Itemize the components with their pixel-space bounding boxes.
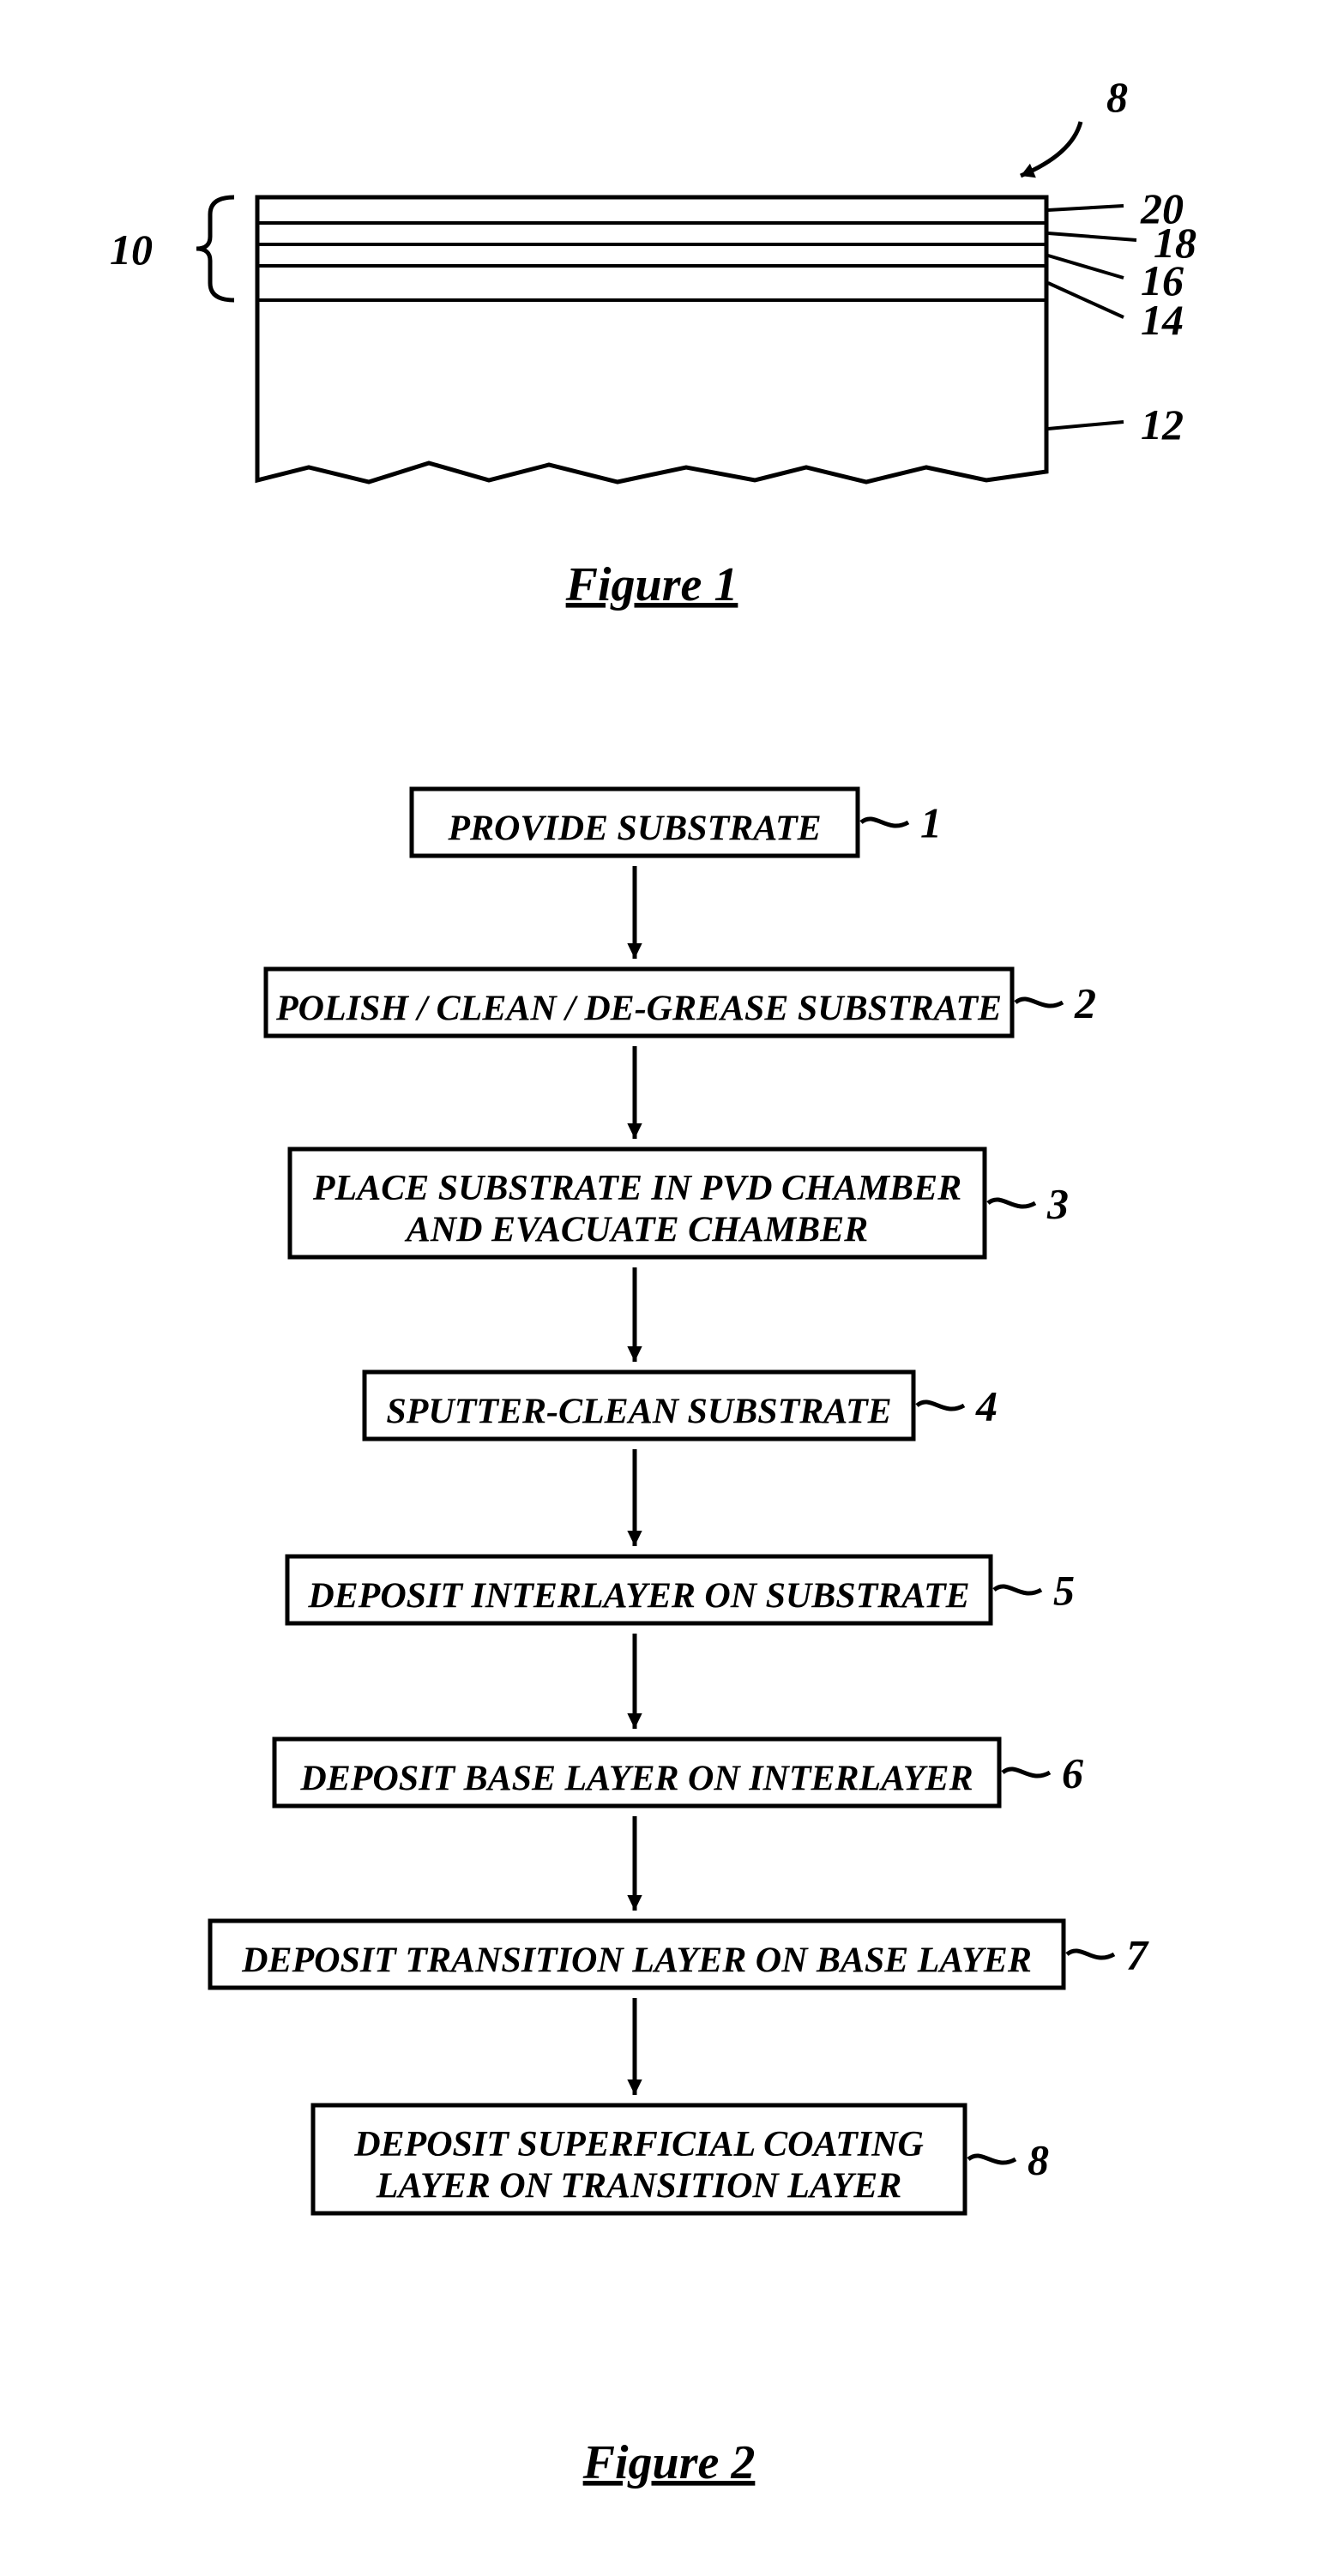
tilde-connector [1003, 1769, 1050, 1776]
lead-line [1048, 256, 1124, 278]
flow-step-number: 1 [920, 799, 942, 847]
flow-step-number: 6 [1062, 1749, 1083, 1797]
tilde-connector [1067, 1951, 1114, 1958]
figure-2: PROVIDE SUBSTRATE 1 POLISH / CLEAN / DE-GR… [210, 789, 1149, 2489]
lead-line [1048, 233, 1136, 240]
bracket [196, 197, 234, 300]
flow-step-number: 4 [975, 1382, 997, 1430]
flow-step-text: POLISH / CLEAN / DE-GREASE SUBSTRATE [275, 989, 1002, 1028]
figure-2-caption: Figure 2 [582, 2436, 756, 2489]
flow-step-text: LAYER ON TRANSITION LAYER [376, 2166, 902, 2206]
tilde-connector [917, 1402, 964, 1409]
tilde-connector [988, 1200, 1035, 1207]
flow-step: DEPOSIT INTERLAYER ON SUBSTRATE 5 [287, 1556, 1075, 1623]
flow-step-text: PROVIDE SUBSTRATE [447, 809, 821, 848]
flow-step-text: DEPOSIT SUPERFICIAL COATING [353, 2125, 924, 2164]
flow-step-number: 7 [1126, 1931, 1149, 1979]
layer-ref-label: 14 [1141, 296, 1184, 344]
bracket-label: 10 [110, 226, 153, 274]
flow-step-text: DEPOSIT TRANSITION LAYER ON BASE LAYER [241, 1941, 1032, 1980]
lead-line [1048, 422, 1124, 429]
figure-1: 2018161412108Figure 1 [110, 73, 1196, 611]
tilde-connector [968, 2156, 1016, 2163]
flow-step-text: SPUTTER-CLEAN SUBSTRATE [386, 1392, 891, 1431]
flow-step-text: DEPOSIT INTERLAYER ON SUBSTRATE [307, 1576, 969, 1616]
flow-step: POLISH / CLEAN / DE-GREASE SUBSTRATE 2 [266, 969, 1096, 1036]
flow-step-number: 3 [1046, 1180, 1069, 1228]
flow-step-text: PLACE SUBSTRATE IN PVD CHAMBER [312, 1169, 961, 1208]
flow-step: PROVIDE SUBSTRATE 1 [412, 789, 942, 856]
lead-line [1048, 206, 1124, 210]
assembly-label: 8 [1106, 73, 1128, 121]
flow-step: PLACE SUBSTRATE IN PVD CHAMBERAND EVACUA… [290, 1149, 1069, 1257]
flow-step: DEPOSIT BASE LAYER ON INTERLAYER 6 [274, 1739, 1083, 1806]
lead-line [1048, 283, 1124, 317]
figure-1-caption: Figure 1 [565, 558, 738, 611]
flow-step: SPUTTER-CLEAN SUBSTRATE 4 [365, 1372, 997, 1439]
flow-step-number: 8 [1028, 2136, 1049, 2184]
layer-ref-label: 12 [1141, 400, 1184, 448]
flow-step: DEPOSIT TRANSITION LAYER ON BASE LAYER 7 [210, 1921, 1149, 1988]
flow-step-text: DEPOSIT BASE LAYER ON INTERLAYER [299, 1759, 973, 1798]
tilde-connector [994, 1586, 1041, 1593]
flow-step: DEPOSIT SUPERFICIAL COATINGLAYER ON TRAN… [313, 2105, 1049, 2213]
tilde-connector [1016, 999, 1063, 1006]
tilde-connector [861, 819, 908, 826]
substrate-body [257, 197, 1046, 482]
flow-step-text: AND EVACUATE CHAMBER [404, 1210, 868, 1249]
flow-step-number: 5 [1053, 1567, 1075, 1615]
flow-step-number: 2 [1074, 979, 1096, 1027]
